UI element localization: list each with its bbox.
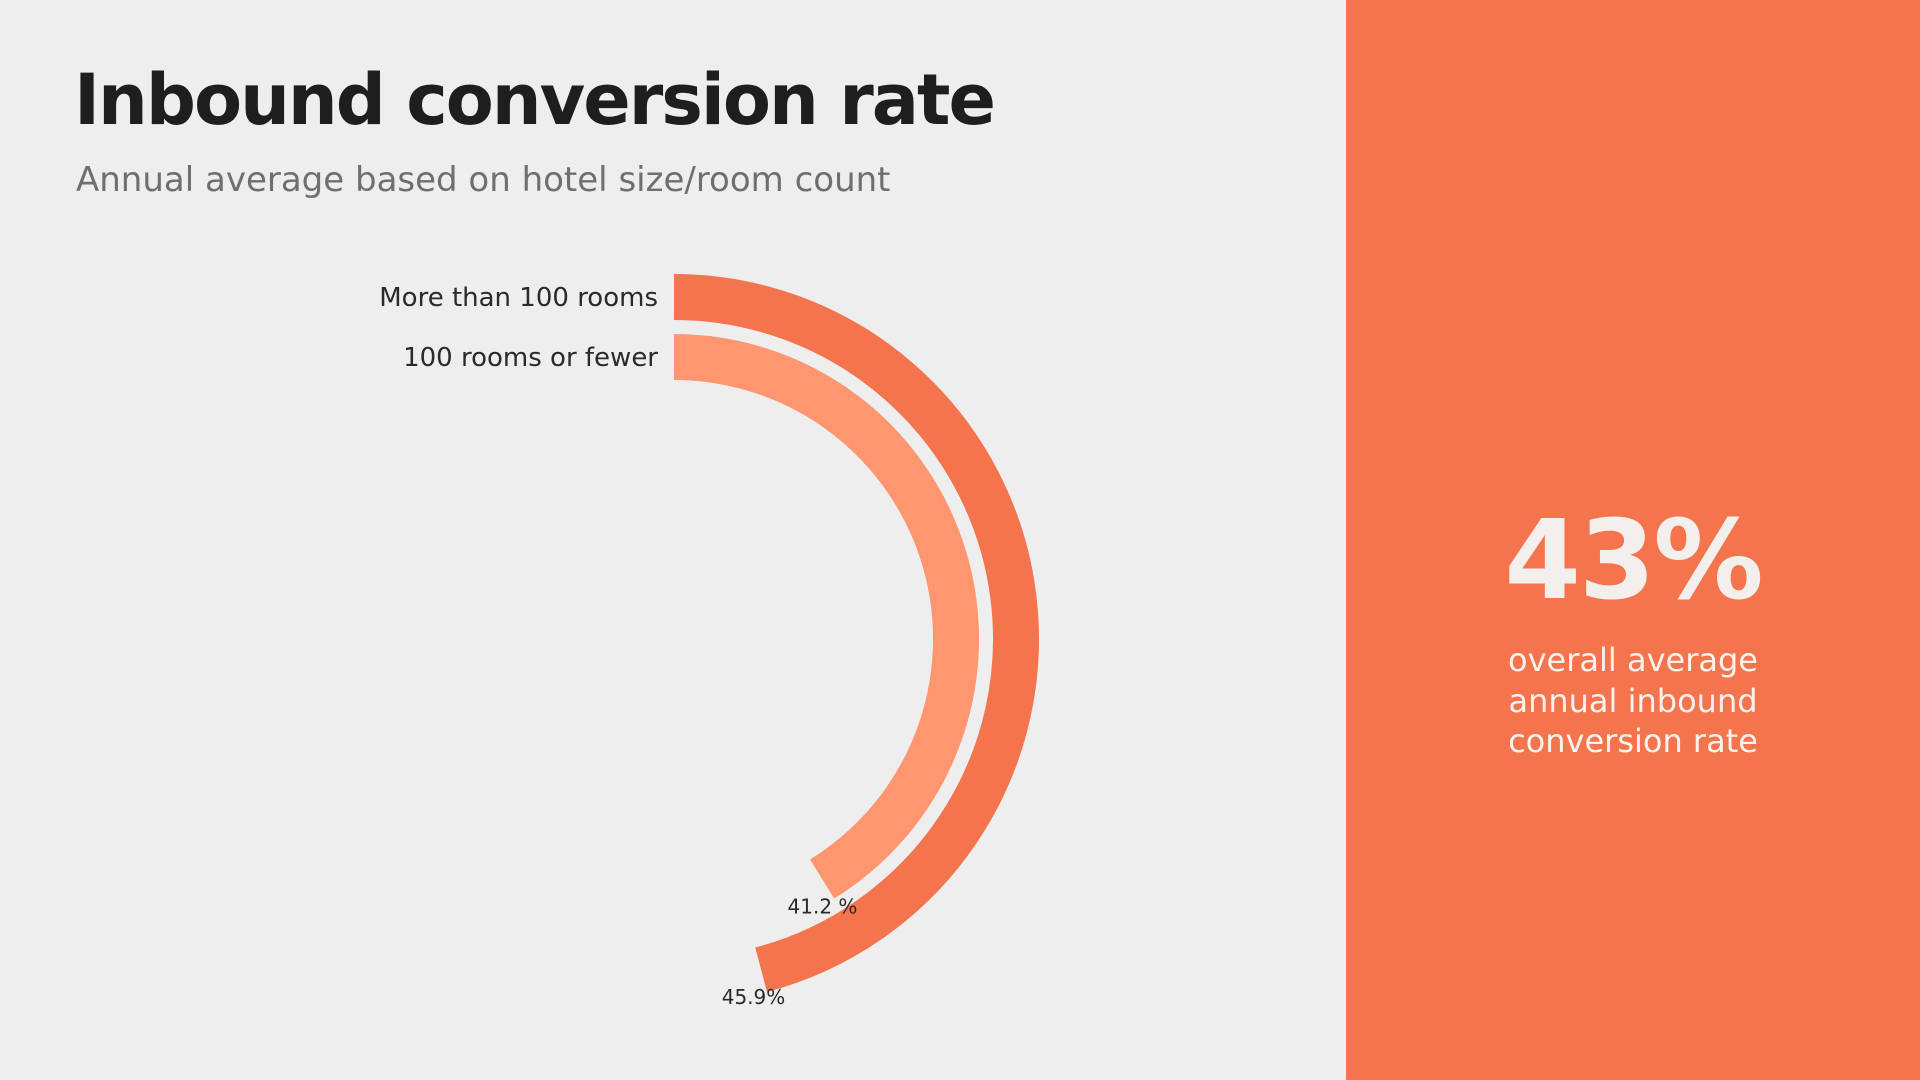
summary-panel: 43% overall average annual inbound conve… bbox=[1346, 0, 1920, 1080]
radial-bar-chart: More than 100 rooms 45.9% 100 rooms or few… bbox=[379, 274, 1039, 1009]
value-label-more-than-100-rooms: 45.9% bbox=[722, 985, 786, 1009]
summary-caption: overall average annual inbound conversio… bbox=[1508, 641, 1758, 761]
label-layer: More than 100 rooms 45.9% 100 rooms or few… bbox=[379, 283, 857, 1009]
series-label-100-rooms-or-fewer: 100 rooms or fewer bbox=[403, 343, 658, 373]
series-label-more-than-100-rooms: More than 100 rooms bbox=[379, 283, 658, 313]
page-subtitle: Annual average based on hotel size/room … bbox=[76, 160, 891, 200]
value-label-100-rooms-or-fewer: 41.2 % bbox=[788, 895, 858, 919]
summary-value: 43% bbox=[1504, 496, 1763, 624]
arc-layer bbox=[673, 274, 1039, 992]
chart-panel bbox=[0, 0, 1346, 1080]
arc-more-than-100-rooms bbox=[673, 274, 1039, 992]
page-title: Inbound conversion rate bbox=[74, 59, 996, 141]
arc-100-rooms-or-fewer bbox=[673, 334, 979, 899]
